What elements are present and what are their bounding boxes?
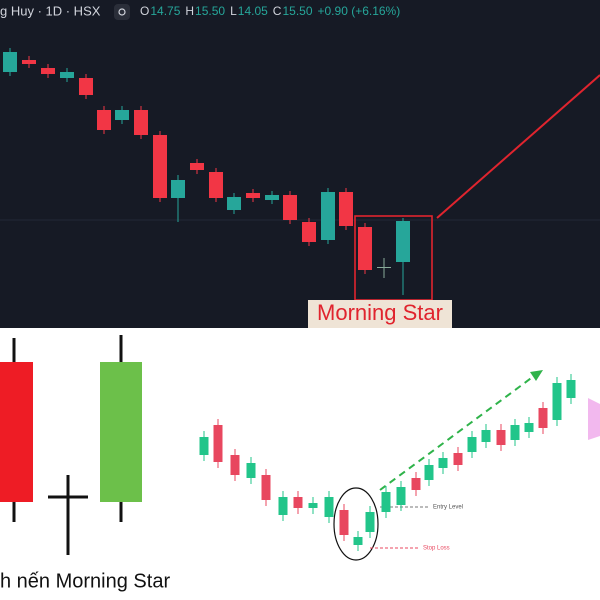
candle (365, 512, 375, 532)
ohlc-value: 15.50 (195, 4, 225, 18)
bearish-candle (0, 362, 33, 502)
candle (481, 430, 491, 442)
candle (438, 458, 448, 468)
candle (321, 192, 335, 240)
candle (339, 192, 353, 226)
pattern-label-bg (308, 300, 452, 328)
caption: h nến Morning Star (0, 570, 170, 592)
candle (41, 68, 55, 74)
pattern-circle (333, 487, 379, 561)
bullish-candle (100, 362, 142, 502)
candle (115, 110, 129, 120)
candle (339, 510, 349, 535)
symbol: g Huy · 1D · HSX (0, 3, 101, 18)
candle (411, 478, 421, 490)
eye-icon[interactable] (114, 4, 130, 20)
candle (246, 463, 256, 478)
ohlc-readout: O 14.75 H 15.50 L 14.05 C 15.50 +0.90 (+6.16%) (140, 4, 400, 18)
candle (308, 503, 318, 508)
chart-panel (0, 0, 600, 328)
ohlc-value: 15.50 (282, 4, 312, 18)
candle (358, 227, 372, 270)
candle (424, 465, 434, 480)
decoration (588, 398, 600, 440)
candle (171, 180, 185, 198)
candle (377, 267, 391, 268)
ohlc-value: 14.05 (238, 4, 268, 18)
candle (153, 135, 167, 198)
change: +0.90 (+6.16%) (318, 4, 401, 18)
ohlc-value: 14.75 (150, 4, 180, 18)
candle (283, 195, 297, 220)
candle (22, 60, 36, 64)
candle (199, 437, 209, 455)
ohlc-key: L (230, 4, 237, 18)
candle (538, 408, 548, 428)
ohlc-key: H (185, 4, 194, 18)
candle (396, 487, 406, 505)
candle (261, 475, 271, 500)
eye-icon-pupil (118, 8, 126, 16)
entry-label: Entry Level (433, 505, 463, 511)
candle (246, 193, 260, 198)
ohlc-key: C (273, 4, 282, 18)
candle (293, 497, 303, 508)
candle (302, 222, 316, 242)
candle (60, 72, 74, 78)
candle (227, 197, 241, 210)
candle (134, 110, 148, 135)
pattern-label: Morning Star (317, 300, 443, 325)
candle (381, 492, 391, 512)
ohlc-key: O (140, 4, 149, 18)
candle (79, 78, 93, 95)
illustration-panel (0, 328, 600, 600)
candle (467, 437, 477, 452)
candle (190, 163, 204, 170)
candle (209, 172, 223, 198)
candle (230, 455, 240, 475)
candle (3, 52, 17, 72)
candle (524, 423, 534, 432)
candle (453, 453, 463, 465)
trend-line (436, 74, 600, 219)
candle (97, 110, 111, 130)
candle (213, 425, 223, 462)
projection-arrow (379, 375, 535, 491)
candle (324, 497, 334, 517)
candle (552, 383, 562, 420)
stop-label: Stop Loss (423, 546, 450, 552)
arrow-head (530, 370, 543, 381)
candle (566, 380, 576, 398)
candle (510, 425, 520, 440)
candle (265, 195, 279, 200)
candle (278, 497, 288, 515)
candle (496, 430, 506, 445)
candle (396, 221, 410, 262)
candle (353, 537, 363, 545)
